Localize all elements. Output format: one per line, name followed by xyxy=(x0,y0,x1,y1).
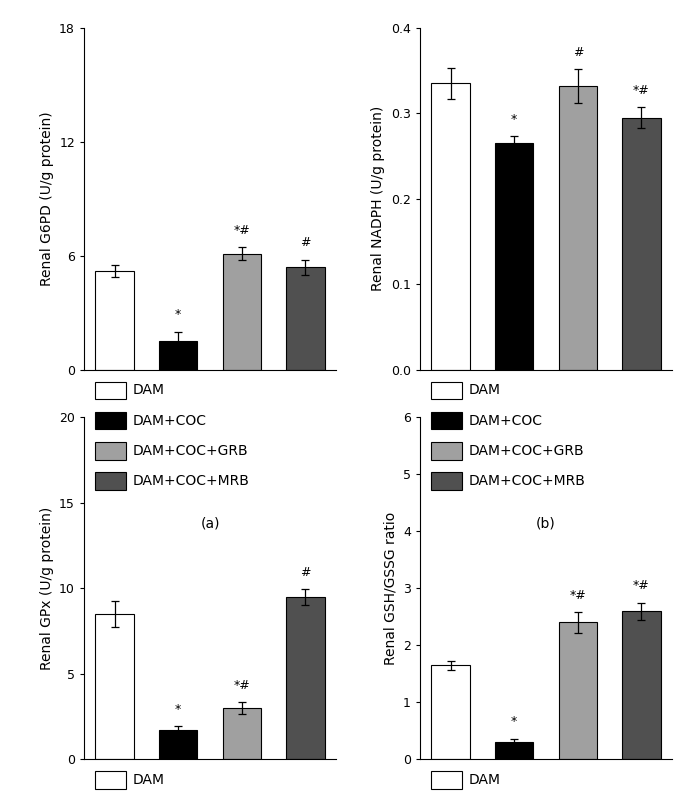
Text: DAM+COC: DAM+COC xyxy=(133,413,207,428)
Text: DAM: DAM xyxy=(469,773,501,787)
Text: *: * xyxy=(175,703,181,716)
Text: DAM: DAM xyxy=(469,383,501,398)
Text: *: * xyxy=(175,308,181,321)
Text: DAM: DAM xyxy=(133,383,165,398)
Bar xyxy=(559,622,597,759)
Text: *#: *# xyxy=(233,679,250,692)
Text: #: # xyxy=(573,45,583,59)
Y-axis label: Renal GPx (U/g protein): Renal GPx (U/g protein) xyxy=(39,506,53,670)
Bar xyxy=(95,271,134,370)
Text: DAM+COC+GRB: DAM+COC+GRB xyxy=(133,444,248,458)
Text: *#: *# xyxy=(633,84,650,97)
Bar xyxy=(95,614,134,759)
Text: DAM+COC+MRB: DAM+COC+MRB xyxy=(469,474,586,488)
Text: DAM+COC+MRB: DAM+COC+MRB xyxy=(133,474,250,488)
Y-axis label: Renal G6PD (U/g protein): Renal G6PD (U/g protein) xyxy=(39,111,53,286)
Text: *: * xyxy=(511,716,517,728)
Bar xyxy=(622,611,661,759)
Text: *#: *# xyxy=(233,224,250,237)
Bar xyxy=(495,143,533,370)
Bar xyxy=(159,730,197,759)
Text: *: * xyxy=(511,113,517,126)
Bar xyxy=(223,708,261,759)
Text: (a): (a) xyxy=(200,517,220,531)
Text: #: # xyxy=(300,566,311,579)
Bar xyxy=(431,83,470,370)
Bar xyxy=(159,341,197,370)
Text: #: # xyxy=(300,236,311,250)
Bar xyxy=(286,267,325,370)
Text: DAM+COC: DAM+COC xyxy=(469,413,543,428)
Bar xyxy=(559,86,597,370)
Text: DAM: DAM xyxy=(133,773,165,787)
Text: DAM+COC+GRB: DAM+COC+GRB xyxy=(469,444,584,458)
Y-axis label: Renal NADPH (U/g protein): Renal NADPH (U/g protein) xyxy=(372,106,386,292)
Bar xyxy=(495,743,533,759)
Bar xyxy=(431,665,470,759)
Text: (b): (b) xyxy=(536,517,556,531)
Bar xyxy=(223,254,261,370)
Bar xyxy=(286,597,325,759)
Text: *#: *# xyxy=(633,580,650,592)
Text: *#: *# xyxy=(569,589,586,602)
Bar xyxy=(622,118,661,370)
Y-axis label: Renal GSH/GSSG ratio: Renal GSH/GSSG ratio xyxy=(384,512,398,665)
